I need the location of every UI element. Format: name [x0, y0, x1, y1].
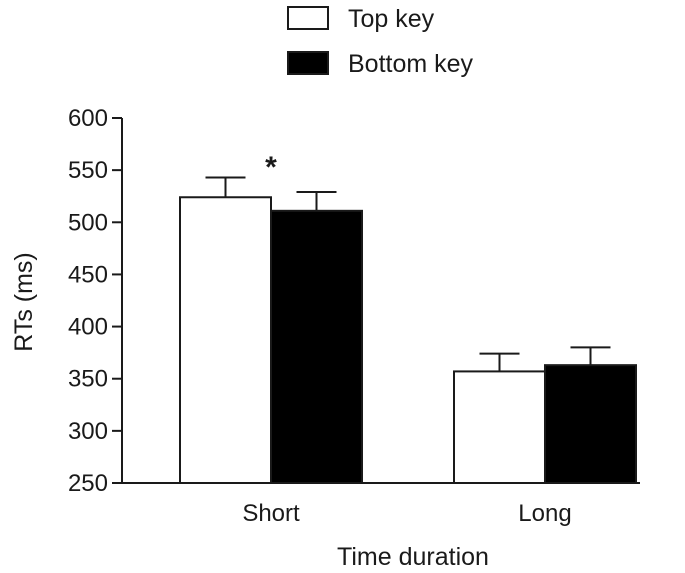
y-tick-label: 250 [68, 470, 108, 497]
y-axis-title: RTs (ms) [10, 252, 38, 352]
bar-short-top-key [179, 196, 272, 484]
legend-label: Top key [348, 5, 435, 33]
y-tick-label: 550 [68, 157, 108, 184]
legend-label: Bottom key [348, 50, 474, 78]
significance-marker: * [265, 151, 277, 184]
y-tick-label: 450 [68, 261, 108, 288]
annotations: * [265, 151, 277, 184]
x-axis: Short Long [122, 482, 640, 527]
x-tick-label: Long [518, 500, 571, 527]
y-tick-label: 500 [68, 209, 108, 236]
y-tick-label: 400 [68, 314, 108, 341]
bars [179, 176, 637, 484]
legend-swatch [287, 51, 329, 75]
y-tick-label: 350 [68, 366, 108, 393]
bar-long-bottom-key [544, 364, 637, 484]
x-axis-title: Time duration [337, 543, 489, 571]
legend-swatch [287, 6, 329, 30]
y-axis: 250 300 350 400 450 500 550 600 [68, 105, 123, 497]
x-tick-label: Short [242, 500, 300, 527]
y-tick-label: 600 [68, 105, 108, 132]
y-tick-label: 300 [68, 418, 108, 445]
bar-short-bottom-key [270, 209, 363, 484]
legend: Top key Bottom key [287, 5, 474, 78]
bar-long-top-key [453, 370, 546, 484]
